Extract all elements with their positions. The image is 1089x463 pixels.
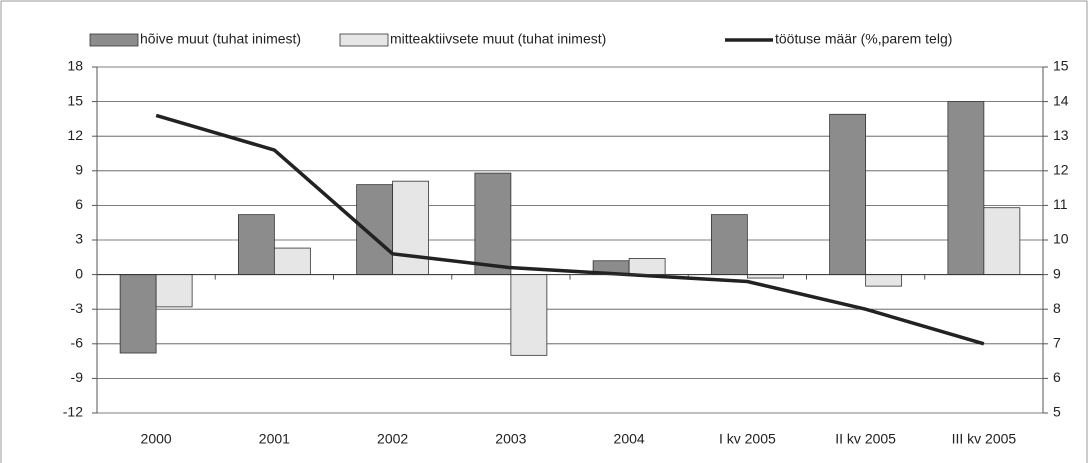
legend-swatch: [89, 33, 139, 47]
legend-label: hõive muut (tuhat inimest): [140, 31, 301, 47]
x-tick-label: 2003: [495, 431, 526, 447]
x-tick-label: 2001: [259, 431, 290, 447]
bar: [746, 274, 784, 279]
bar: [628, 258, 666, 276]
y2-tick-label: 9: [1053, 265, 1061, 281]
bar: [392, 180, 430, 275]
x-tick-label: 2002: [377, 431, 408, 447]
y2-tick-label: 15: [1053, 58, 1069, 74]
y-tick-label: 0: [75, 265, 83, 281]
bar: [947, 101, 985, 275]
y-tick-label: 15: [67, 92, 83, 108]
bar: [356, 184, 394, 275]
x-tick-label: II kv 2005: [835, 431, 896, 447]
legend-label: mitteaktiivsete muut (tuhat inimest): [390, 31, 606, 47]
y2-tick-label: 8: [1053, 300, 1061, 316]
bar: [237, 214, 275, 275]
y-tick-label: -6: [71, 335, 84, 351]
x-tick-label: III kv 2005: [952, 431, 1017, 447]
y2-tick-label: 12: [1053, 162, 1069, 178]
line-series: [155, 113, 985, 346]
y-tick-label: -12: [63, 404, 83, 420]
bar: [829, 113, 867, 276]
y2-tick-label: 5: [1053, 404, 1061, 420]
y2-tick-label: 14: [1053, 92, 1069, 108]
y-tick-label: 12: [67, 127, 83, 143]
y2-tick-label: 10: [1053, 231, 1069, 247]
x-tick-label: I kv 2005: [719, 431, 776, 447]
y2-tick-label: 11: [1053, 196, 1068, 212]
bar: [983, 207, 1021, 275]
y2-tick-label: 13: [1053, 127, 1069, 143]
y-tick-label: 18: [67, 58, 83, 74]
y-tick-label: -9: [71, 369, 84, 385]
legend-swatch: [339, 33, 389, 47]
y2-tick-label: 6: [1053, 369, 1061, 385]
bar: [119, 274, 157, 354]
y2-tick-label: 7: [1053, 335, 1061, 351]
bar: [474, 172, 512, 276]
legend-label: töötuse määr (%,parem telg): [775, 31, 952, 47]
bar: [865, 274, 903, 287]
x-tick-label: 2004: [614, 431, 645, 447]
y-tick-label: 3: [75, 231, 83, 247]
y-tick-label: 6: [75, 196, 83, 212]
bar: [273, 247, 311, 276]
bar: [510, 274, 548, 356]
bar: [155, 274, 193, 308]
y-tick-label: 9: [75, 162, 83, 178]
bar: [710, 214, 748, 275]
x-tick-label: 2000: [141, 431, 172, 447]
y-tick-label: -3: [71, 300, 84, 316]
